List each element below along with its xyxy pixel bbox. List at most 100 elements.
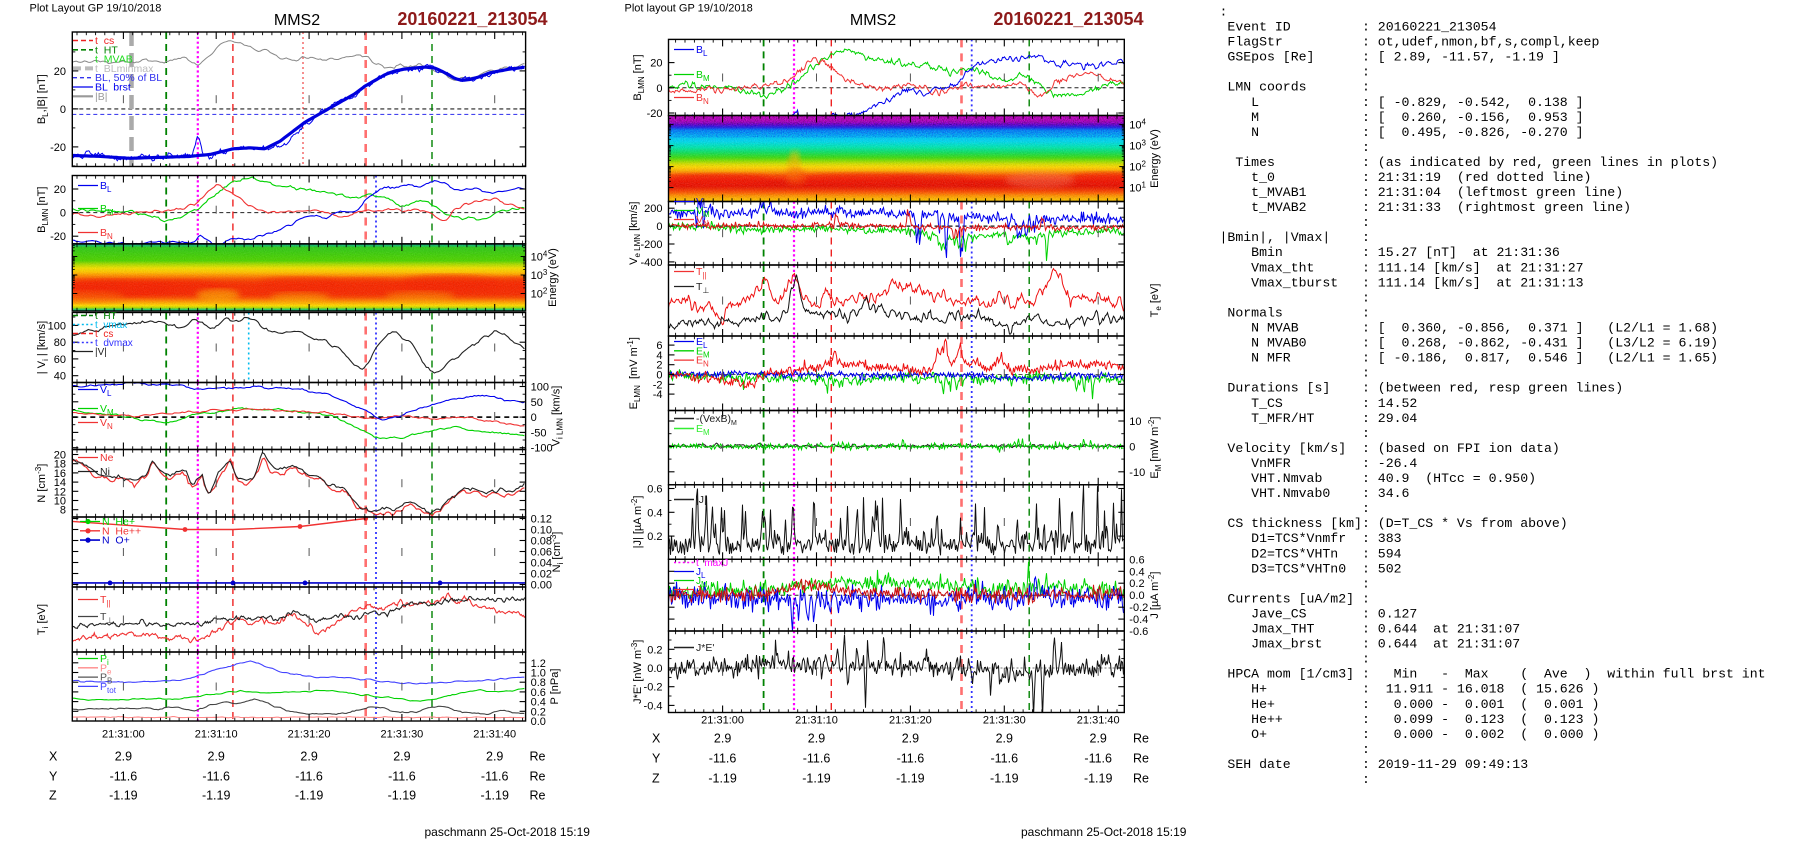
svg-text:0: 0 <box>656 370 662 382</box>
svg-text:Re: Re <box>1133 752 1149 766</box>
svg-text:Energy (eV): Energy (eV) <box>1149 129 1161 188</box>
svg-text:|J|: |J| <box>696 494 707 506</box>
svg-text:2.9: 2.9 <box>300 750 317 764</box>
svg-text:-4: -4 <box>653 389 663 401</box>
svg-text:N He++: N He++ <box>102 525 141 537</box>
svg-text:| Vi | [km/s]: | Vi | [km/s] <box>36 321 50 374</box>
svg-text:0.04: 0.04 <box>531 558 552 570</box>
svg-text:|B|: |B| <box>95 91 107 103</box>
svg-text:-1.19: -1.19 <box>295 789 324 803</box>
svg-text:2.9: 2.9 <box>1090 732 1107 746</box>
svg-text:SEH date : 2019-11-29: SEH date : 2019-11-29 09:49:13 <box>1220 757 1529 772</box>
svg-text:-(VexB)M: -(VexB)M <box>696 413 737 427</box>
svg-text:BL,|B| [nT]: BL,|B| [nT] <box>36 74 50 124</box>
svg-text:Jmax_brst : 0.644 at 21:3: Jmax_brst : 0.644 at 21:31:07 <box>1220 637 1521 652</box>
svg-text:-11.6: -11.6 <box>803 752 831 766</box>
svg-text:VHT.Nmvab0 : 34.6: VHT.Nmvab0 : 34.6 <box>1220 486 1410 501</box>
svg-text:Jmax_THT : 0.644 at 21:3: Jmax_THT : 0.644 at 21:31:07 <box>1220 622 1521 637</box>
svg-text:-11.6: -11.6 <box>1084 752 1112 766</box>
svg-text:2.9: 2.9 <box>393 750 410 764</box>
svg-text:4: 4 <box>656 350 662 362</box>
svg-text:0: 0 <box>60 104 66 116</box>
svg-text:-0.6: -0.6 <box>1129 626 1148 638</box>
svg-text::: : <box>1220 4 1228 19</box>
svg-text:-200: -200 <box>640 239 662 251</box>
svg-text:Plot layout GP 19/10/2018: Plot layout GP 19/10/2018 <box>625 3 753 15</box>
svg-text:He++ : 0.099 - 0.1: He++ : 0.099 - 0.123 ( 0.123 ) <box>1220 712 1600 727</box>
svg-text:-11.6: -11.6 <box>295 770 323 784</box>
svg-text:-1.19: -1.19 <box>1084 772 1113 786</box>
svg-text:paschmann 25-Oct-2018 15:19: paschmann 25-Oct-2018 15:19 <box>425 825 591 839</box>
svg-text:0.4: 0.4 <box>647 507 662 519</box>
svg-text:21:31:20: 21:31:20 <box>288 729 331 741</box>
svg-text:20: 20 <box>54 66 66 78</box>
svg-text:0.6: 0.6 <box>647 484 662 496</box>
svg-text:20160221_213054: 20160221_213054 <box>397 9 547 29</box>
svg-text:21:31:10: 21:31:10 <box>795 715 838 727</box>
svg-text:Vmax_tburst : 111.14 [km/s]: Vmax_tburst : 111.14 [km/s] at 21:31:13 <box>1220 275 1584 290</box>
svg-text:Te [eV]: Te [eV] <box>1149 284 1163 318</box>
svg-text:20: 20 <box>54 450 66 462</box>
svg-text:Ne: Ne <box>100 452 114 464</box>
svg-text:Y: Y <box>652 752 661 766</box>
svg-text::: : <box>1220 742 1370 757</box>
svg-text:60: 60 <box>54 354 66 366</box>
svg-text:14: 14 <box>54 477 66 489</box>
svg-text:21:31:20: 21:31:20 <box>889 715 932 727</box>
svg-text:Currents [uA/m2] :: Currents [uA/m2] : <box>1220 591 1370 606</box>
svg-text::: : <box>1220 652 1370 667</box>
svg-text:-11.6: -11.6 <box>388 770 416 784</box>
svg-text:Energy (eV): Energy (eV) <box>547 248 559 307</box>
svg-text:0.0: 0.0 <box>1129 590 1144 602</box>
svg-text:Re: Re <box>530 750 546 764</box>
svg-text:-20: -20 <box>647 108 663 120</box>
svg-text:-1.19: -1.19 <box>802 772 831 786</box>
svg-text:N O+: N O+ <box>102 535 130 547</box>
svg-text:T||: T|| <box>100 594 111 608</box>
svg-text:T_MFR/HT : 29.04: T_MFR/HT : 29.04 <box>1220 411 1418 426</box>
svg-text:-1.19: -1.19 <box>708 772 737 786</box>
svg-text:Re: Re <box>530 770 546 784</box>
svg-text:N He+: N He+ <box>102 516 135 528</box>
svg-text::: : <box>1220 426 1370 441</box>
svg-text:0.06: 0.06 <box>531 547 552 559</box>
svg-text:He+ : 0.000 - 0.0: He+ : 0.000 - 0.001 ( 0.001 ) <box>1220 697 1600 712</box>
svg-text:JL: JL <box>696 567 706 580</box>
svg-text:0.8: 0.8 <box>531 677 546 689</box>
svg-text:t_MVAB1 : 21:31:04 (lef: t_MVAB1 : 21:31:04 (leftmost green line) <box>1220 185 1624 200</box>
svg-text:D1=TCS*Vnmfr : 383: D1=TCS*Vnmfr : 383 <box>1220 531 1402 546</box>
svg-text:10: 10 <box>1129 416 1141 428</box>
svg-text:Normals :: Normals : <box>1220 305 1370 320</box>
svg-text:-100: -100 <box>531 443 553 455</box>
svg-text:-50: -50 <box>531 427 547 439</box>
svg-text::: : <box>1220 576 1370 591</box>
svg-text:-11.6: -11.6 <box>897 752 925 766</box>
svg-text:0: 0 <box>60 208 66 220</box>
svg-text:t vmax: t vmax <box>95 320 127 331</box>
svg-text::: : <box>1220 290 1370 305</box>
svg-text:-20: -20 <box>50 231 66 243</box>
svg-text:0.2: 0.2 <box>647 531 662 543</box>
svg-text:2.9: 2.9 <box>996 732 1013 746</box>
svg-text:t BLminmax: t BLminmax <box>95 63 154 75</box>
svg-text:0.0: 0.0 <box>531 716 546 728</box>
svg-text:CS thickness [km]: (D=T_CS * V: CS thickness [km]: (D=T_CS * Vs from abo… <box>1220 516 1568 531</box>
svg-text:t HT: t HT <box>95 311 117 322</box>
svg-text::: : <box>1220 215 1370 230</box>
svg-text:0.6: 0.6 <box>531 687 546 699</box>
svg-text:20: 20 <box>650 58 662 70</box>
svg-text:21:31:30: 21:31:30 <box>983 715 1026 727</box>
svg-text::: : <box>1220 501 1370 516</box>
svg-text:40: 40 <box>54 371 66 383</box>
svg-text:100: 100 <box>48 320 66 332</box>
svg-text:t cs: t cs <box>95 329 113 340</box>
svg-text:Jave_CS : 0.127: Jave_CS : 0.127 <box>1220 607 1418 622</box>
svg-text:HPCA mom [1/cm3] : Min -: HPCA mom [1/cm3] : Min - Max ( Ave ) wit… <box>1220 667 1766 682</box>
svg-text:2.9: 2.9 <box>714 732 731 746</box>
svg-text:VnMFR : -26.4: VnMFR : -26.4 <box>1220 456 1418 471</box>
svg-text:16: 16 <box>54 468 66 480</box>
svg-text:18: 18 <box>54 459 66 471</box>
svg-text::: : <box>1220 366 1370 381</box>
svg-text:paschmann 25-Oct-2018 15:19: paschmann 25-Oct-2018 15:19 <box>1021 825 1187 839</box>
svg-text:12: 12 <box>54 486 66 498</box>
